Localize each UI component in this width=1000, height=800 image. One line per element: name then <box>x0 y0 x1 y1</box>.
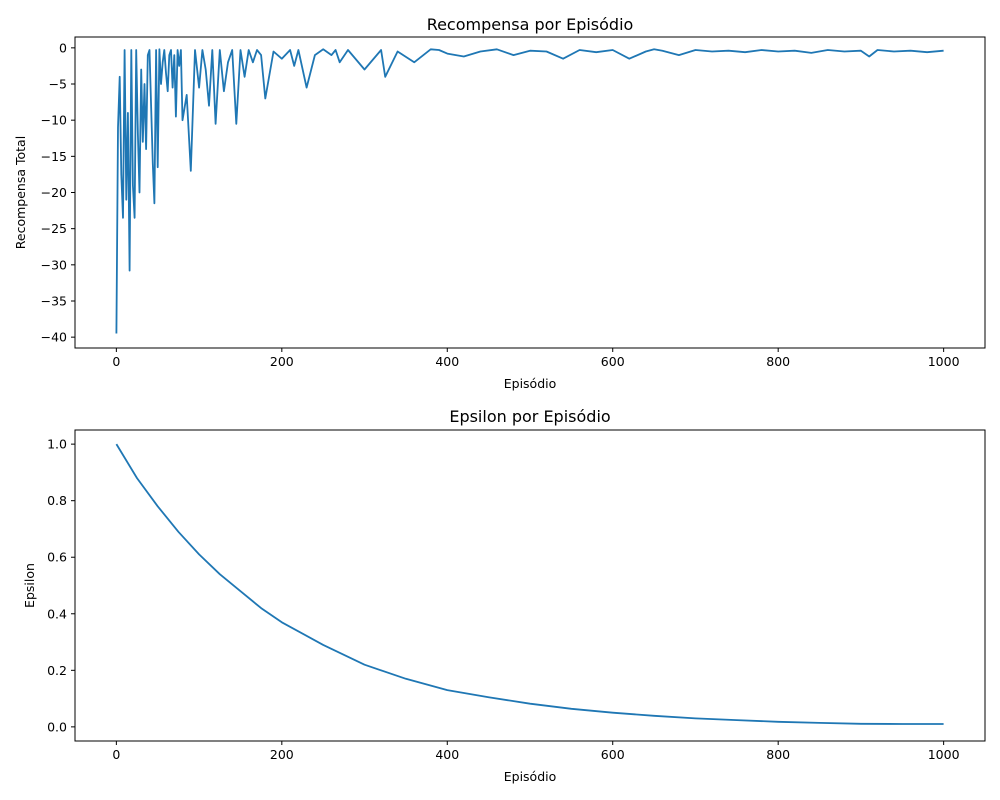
epsilon-chart-frame <box>74 429 986 742</box>
epsilon-xtick-label-4: 800 <box>766 747 790 762</box>
reward-xtick-label-2: 400 <box>435 354 459 369</box>
reward-ytick-label-1: −5 <box>49 77 67 92</box>
epsilon-chart-ylabel: Epsilon <box>22 563 37 608</box>
reward-chart-frame <box>74 36 986 349</box>
epsilon-xtick-label-1: 200 <box>270 747 294 762</box>
epsilon-ytick-label-4: 0.8 <box>47 493 67 508</box>
epsilon-series-line <box>115 443 944 725</box>
epsilon-ytick-label-5: 1.0 <box>47 437 67 452</box>
reward-xtick-label-4: 800 <box>766 354 790 369</box>
reward-ytick-label-2: −10 <box>41 113 67 128</box>
epsilon-chart-title: Epsilon por Episódio <box>449 407 610 426</box>
reward-series-line <box>115 48 944 334</box>
reward-chart-ticks: 0 200 400 600 800 1000 0 −5 −10 −15 −20 −25 −30 −35 −4… <box>41 40 960 369</box>
reward-chart: Recompensa por Episódio 0 200 400 600 800 100… <box>13 15 986 391</box>
reward-chart-title: Recompensa por Episódio <box>427 15 634 34</box>
epsilon-xtick-label-0: 0 <box>112 747 120 762</box>
epsilon-xtick-label-5: 1000 <box>928 747 960 762</box>
reward-xtick-label-0: 0 <box>112 354 120 369</box>
reward-ytick-label-6: −30 <box>41 257 67 272</box>
epsilon-chart: Epsilon por Episódio 0 200 400 600 800 1000 0.… <box>22 407 986 784</box>
epsilon-ytick-label-0: 0.0 <box>47 719 67 734</box>
epsilon-ytick-label-2: 0.4 <box>47 606 67 621</box>
reward-xtick-label-5: 1000 <box>928 354 960 369</box>
reward-ytick-label-0: 0 <box>59 40 67 55</box>
reward-xtick-label-1: 200 <box>270 354 294 369</box>
reward-chart-xlabel: Episódio <box>504 376 557 391</box>
reward-ytick-label-7: −35 <box>41 293 67 308</box>
reward-ytick-label-3: −15 <box>41 149 67 164</box>
epsilon-xtick-label-2: 400 <box>435 747 459 762</box>
epsilon-chart-ticks: 0 200 400 600 800 1000 0.0 0.2 0.4 0.6 0.8 1.0 <box>47 437 959 762</box>
reward-chart-ylabel: Recompensa Total <box>13 136 28 249</box>
epsilon-xtick-label-3: 600 <box>601 747 625 762</box>
reward-ytick-label-4: −20 <box>41 185 67 200</box>
epsilon-ytick-label-3: 0.6 <box>47 550 67 565</box>
reward-ytick-label-8: −40 <box>41 330 67 345</box>
reward-ytick-label-5: −25 <box>41 221 67 236</box>
epsilon-ytick-label-1: 0.2 <box>47 663 67 678</box>
epsilon-chart-xlabel: Episódio <box>504 769 557 784</box>
reward-xtick-label-3: 600 <box>601 354 625 369</box>
